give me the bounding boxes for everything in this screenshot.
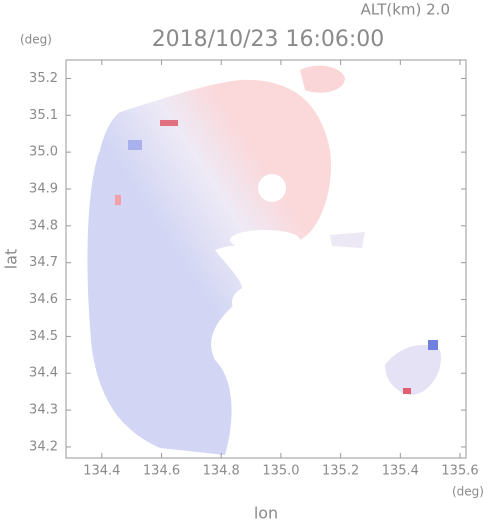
- y-tick-label: 34.2: [29, 439, 58, 454]
- x-unit: (deg): [452, 485, 484, 499]
- y-tick-label: 34.6: [29, 292, 58, 307]
- speckle: [403, 388, 411, 394]
- y-tick-label: 34.7: [29, 255, 58, 270]
- x-tick-label: 135.6: [441, 464, 478, 479]
- speckle: [160, 120, 178, 126]
- x-tick-label: 134.8: [203, 464, 240, 479]
- x-tick-label: 135.0: [262, 464, 299, 479]
- y-tick-label: 34.8: [29, 218, 58, 233]
- y-tick-label: 35.0: [29, 145, 58, 160]
- velocity-field: [300, 65, 345, 93]
- chart-title: 2018/10/23 16:06:00: [152, 27, 385, 52]
- velocity-field: [330, 232, 365, 248]
- y-tick-label: 34.9: [29, 181, 58, 196]
- y-unit: (deg): [20, 33, 52, 47]
- y-tick-label: 35.1: [29, 108, 58, 123]
- radar-field: [87, 65, 441, 455]
- x-tick-label: 134.4: [83, 464, 120, 479]
- speckle: [115, 195, 121, 205]
- speckle: [128, 140, 142, 150]
- y-tick-label: 34.5: [29, 329, 58, 344]
- gap: [258, 174, 286, 202]
- speckle: [428, 340, 438, 350]
- x-tick-label: 135.2: [322, 464, 359, 479]
- altitude: ALT(km) 2.0: [361, 1, 450, 19]
- gap: [232, 284, 288, 320]
- y-tick-label: 34.4: [29, 366, 58, 381]
- x-tick-label: 135.4: [382, 464, 419, 479]
- gap: [230, 230, 300, 250]
- x-axis-label: lon: [254, 504, 278, 522]
- velocity-field: [87, 79, 331, 455]
- y-tick-label: 34.3: [29, 403, 58, 418]
- y-tick-label: 35.2: [29, 71, 58, 86]
- velocity-field: [385, 345, 441, 395]
- plot-frame: [65, 59, 467, 459]
- y-axis-label: lat: [2, 249, 21, 270]
- x-tick-label: 134.6: [143, 464, 180, 479]
